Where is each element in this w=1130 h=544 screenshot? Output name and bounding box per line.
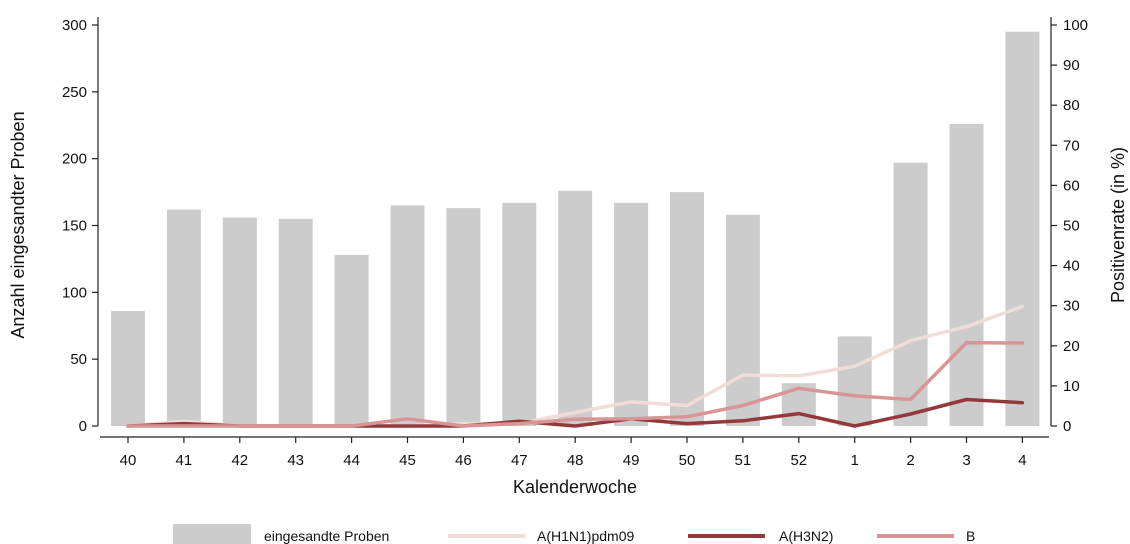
x-tick-label: 46 — [455, 452, 472, 469]
legend-label-b: B — [966, 528, 975, 544]
bar-week-48 — [558, 190, 593, 426]
x-tick-label: 43 — [287, 452, 304, 469]
right-y-tick-label: 90 — [1063, 57, 1080, 74]
bar-week-1 — [837, 336, 872, 426]
x-tick-label: 52 — [790, 452, 807, 469]
left-y-tick-label: 200 — [62, 151, 87, 168]
x-tick-label: 3 — [962, 452, 970, 469]
bar-week-41 — [166, 209, 201, 426]
bar-week-51 — [725, 214, 760, 426]
bar-week-43 — [278, 218, 313, 426]
x-tick-label: 41 — [176, 452, 193, 469]
legend-label-h3n2: A(H3N2) — [779, 528, 833, 544]
left-y-axis-title: Anzahl eingesandter Proben — [8, 111, 28, 338]
bar-week-42 — [222, 217, 257, 426]
right-y-tick-label: 10 — [1063, 378, 1080, 395]
bar-week-40 — [111, 311, 145, 426]
bar-week-44 — [334, 254, 369, 426]
right-y-tick-label: 30 — [1063, 298, 1080, 315]
right-y-tick-label: 60 — [1063, 177, 1080, 194]
x-tick-label: 2 — [906, 452, 914, 469]
bar-week-50 — [670, 192, 704, 426]
bar-week-49 — [614, 202, 649, 426]
legend-label-h1n1: A(H1N1)pdm09 — [537, 528, 634, 544]
legend-swatch-bars — [173, 524, 251, 544]
x-tick-label: 42 — [231, 452, 248, 469]
right-y-tick-label: 40 — [1063, 258, 1080, 275]
x-tick-label: 40 — [120, 452, 137, 469]
bar-week-3 — [949, 123, 984, 427]
x-axis-title: Kalenderwoche — [513, 477, 637, 497]
bar-week-45 — [390, 205, 425, 426]
right-y-tick-label: 20 — [1063, 338, 1080, 355]
x-tick-label: 47 — [511, 452, 528, 469]
bar-week-47 — [502, 202, 537, 426]
legend-label-bars: eingesandte Proben — [264, 528, 389, 544]
x-tick-label: 45 — [399, 452, 416, 469]
bar-week-2 — [893, 162, 928, 426]
bar-week-4 — [1005, 31, 1040, 426]
left-y-tick-label: 100 — [62, 284, 87, 301]
right-y-tick-label: 50 — [1063, 218, 1080, 235]
axes-layer: 0501001502002503000102030405060708090100… — [62, 17, 1088, 469]
right-y-tick-label: 70 — [1063, 137, 1080, 154]
x-tick-label: 51 — [735, 452, 752, 469]
left-y-tick-label: 300 — [62, 17, 87, 34]
right-y-tick-label: 0 — [1063, 418, 1071, 435]
x-tick-label: 44 — [343, 452, 360, 469]
x-tick-label: 4 — [1018, 452, 1026, 469]
x-tick-label: 50 — [679, 452, 696, 469]
legend: eingesandte Proben A(H1N1)pdm09 A(H3N2) … — [173, 524, 975, 544]
x-tick-label: 1 — [851, 452, 859, 469]
left-y-tick-label: 250 — [62, 84, 87, 101]
left-y-tick-label: 50 — [70, 351, 87, 368]
right-y-axis-title: Positivenrate (in %) — [1108, 147, 1128, 303]
lines-layer — [126, 304, 1025, 428]
line-series-3 — [126, 340, 1025, 428]
left-y-tick-label: 0 — [79, 418, 87, 435]
bar-week-46 — [446, 208, 481, 426]
left-y-tick-label: 150 — [62, 218, 87, 235]
x-tick-label: 49 — [623, 452, 640, 469]
bars-layer — [111, 31, 1040, 427]
right-y-tick-label: 80 — [1063, 97, 1080, 114]
right-y-tick-label: 100 — [1063, 17, 1088, 34]
x-tick-label: 48 — [567, 452, 584, 469]
